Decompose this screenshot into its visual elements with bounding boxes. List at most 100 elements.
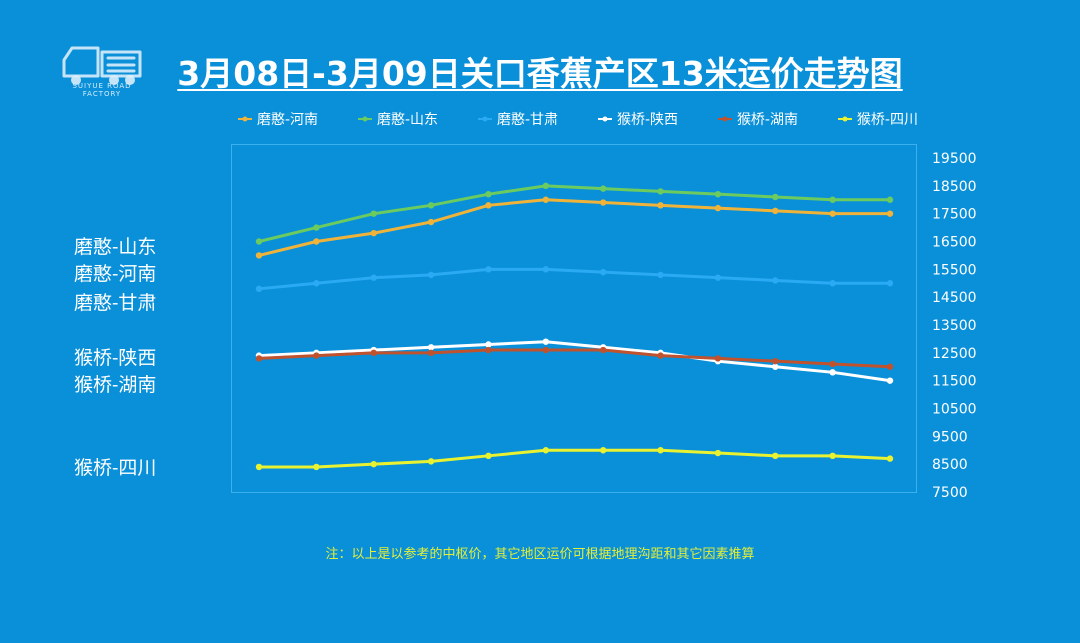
legend-item: 猴桥-四川: [837, 109, 918, 129]
data-point: [886, 196, 894, 203]
chart-legend: 磨憨-河南 磨憨-山东 磨憨-甘肃 猴桥-陕西 猴桥-湖南 猴桥-四川: [238, 106, 918, 132]
data-point: [772, 357, 779, 365]
data-point: [370, 229, 377, 237]
data-point: [829, 210, 836, 217]
data-point: [313, 463, 320, 471]
legend-label: 猴桥-湖南: [736, 112, 798, 128]
legend-item: 磨憨-山东: [357, 109, 438, 129]
data-point: [542, 338, 550, 345]
series-line: [258, 184, 890, 243]
data-point: [485, 266, 492, 273]
y-tick-label: 16500: [932, 235, 977, 251]
data-point: [542, 182, 550, 190]
series-line: [258, 348, 891, 369]
y-tick-label: 18500: [932, 179, 977, 195]
data-point: [485, 346, 492, 354]
data-point: [542, 196, 550, 203]
data-point: [829, 196, 836, 203]
data-point: [772, 207, 779, 215]
legend-label: 猴桥-陕西: [616, 112, 679, 128]
data-point: [485, 202, 492, 209]
data-point: [772, 363, 779, 370]
data-point: [599, 199, 607, 206]
data-point: [313, 238, 320, 245]
data-point: [829, 360, 836, 368]
data-point: [886, 455, 894, 462]
data-point: [542, 346, 550, 354]
data-point: [657, 271, 664, 279]
side-label-houqiao-hunan: 猴桥-湖南: [74, 374, 157, 396]
y-tick-label: 13500: [932, 318, 977, 334]
data-point: [255, 463, 263, 471]
legend-item: 猴桥-陕西: [597, 109, 679, 129]
legend-item: 猴桥-湖南: [717, 109, 798, 129]
data-point: [485, 341, 492, 348]
data-point: [485, 190, 492, 198]
footnote: 注：以上是以参考的中枢价，其它地区运价可根据地理沟距和其它因素推算: [325, 547, 755, 562]
data-point: [313, 280, 320, 287]
data-point: [772, 277, 779, 284]
legend-label: 磨憨-河南: [257, 112, 319, 128]
legend-item: 磨憨-甘肃: [477, 109, 559, 129]
legend-label: 猴桥-四川: [856, 112, 918, 128]
side-label-houqiao-sichuan: 猴桥-四川: [74, 457, 157, 479]
chart-title: 3月08日-3月09日关口香蕉产区13米运价走势图: [0, 48, 1080, 100]
data-point: [886, 210, 894, 217]
data-point: [370, 460, 377, 468]
legend-label: 磨憨-甘肃: [496, 112, 559, 128]
data-point: [255, 238, 263, 245]
data-point: [599, 268, 607, 276]
data-point: [657, 202, 664, 209]
series-line: [258, 267, 890, 291]
data-point: [714, 274, 722, 281]
side-label-houqiao-shaanxi: 猴桥-陕西: [74, 347, 157, 369]
chart-title-text: 3月08日-3月09日关口香蕉产区13米运价走势图: [177, 54, 903, 93]
data-point: [313, 352, 320, 359]
data-point: [714, 204, 722, 212]
data-point: [542, 447, 550, 454]
data-point: [714, 355, 722, 362]
data-point: [485, 452, 492, 460]
data-point: [255, 285, 263, 293]
series-line: [258, 198, 890, 257]
data-point: [542, 266, 550, 273]
y-tick-label: 10500: [932, 402, 977, 418]
side-label-mohan-shandong: 磨憨-山东: [74, 236, 157, 258]
y-tick-label: 15500: [932, 262, 977, 278]
y-tick-label: 8500: [932, 457, 968, 473]
data-point: [829, 452, 836, 460]
data-point: [255, 355, 263, 362]
data-point: [886, 363, 894, 370]
y-tick-label: 9500: [932, 429, 968, 445]
data-point: [829, 369, 836, 376]
data-point: [599, 346, 607, 354]
series-line: [259, 448, 891, 469]
data-point: [657, 188, 664, 195]
legend-swatch: [477, 116, 492, 122]
data-point: [370, 210, 377, 217]
side-label-mohan-henan: 磨憨-河南: [74, 263, 157, 285]
truck-logo-icon: [62, 46, 142, 85]
y-tick-label: 14500: [932, 290, 977, 306]
data-point: [714, 449, 722, 457]
data-point: [370, 274, 377, 281]
data-point: [427, 344, 435, 351]
y-tick-label: 12500: [932, 346, 977, 362]
y-tick-label: 11500: [932, 374, 977, 390]
data-point: [599, 185, 607, 192]
y-tick-label: 17500: [932, 207, 977, 223]
data-point: [714, 190, 722, 198]
legend-swatch: [597, 116, 612, 122]
legend-swatch: [238, 116, 252, 122]
data-point: [657, 352, 664, 359]
data-point: [427, 349, 435, 357]
data-point: [599, 447, 607, 454]
data-point: [427, 218, 435, 226]
data-point: [886, 280, 894, 287]
y-tick-label: 7500: [932, 485, 968, 501]
data-point: [772, 452, 779, 460]
data-point: [370, 349, 377, 357]
plot-area-frame: [231, 144, 917, 493]
data-point: [255, 252, 263, 259]
